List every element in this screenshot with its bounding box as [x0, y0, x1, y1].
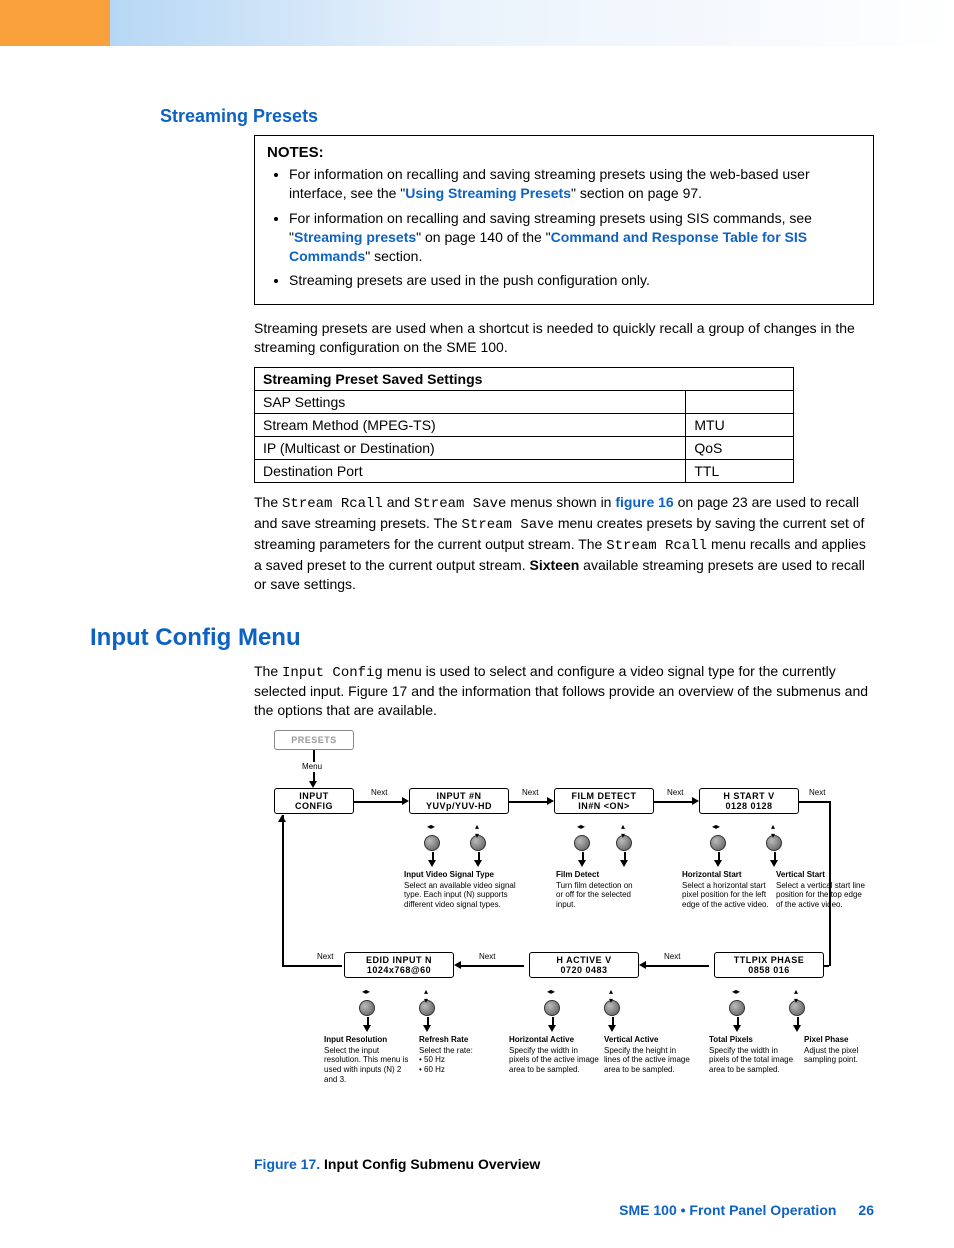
input-config-heading: Input Config Menu — [90, 624, 874, 652]
edid-input-box: EDID INPUT N1024x768@60 — [344, 952, 454, 978]
next-label: Next — [522, 788, 538, 797]
notes-box: NOTES: For information on recalling and … — [254, 135, 874, 305]
note-text: " section on page 97. — [571, 185, 702, 201]
note-text: " on page 140 of the " — [416, 229, 551, 245]
desc-refresh-rate: Refresh RateSelect the rate:• 50 Hz• 60 … — [419, 1035, 499, 1074]
paragraph: The Stream Rcall and Stream Save menus s… — [254, 493, 874, 593]
table-header: Streaming Preset Saved Settings — [255, 368, 794, 391]
table-row: Stream Method (MPEG-TS)MTU — [255, 414, 794, 437]
paragraph: Streaming presets are used when a shortc… — [254, 319, 874, 357]
next-label: Next — [371, 788, 387, 797]
desc-h-active: Horizontal ActiveSpecify the width in pi… — [509, 1035, 599, 1074]
note-item: For information on recalling and saving … — [289, 209, 861, 266]
streaming-presets-heading: Streaming Presets — [160, 106, 874, 127]
input-n-box: INPUT #NYUVp/YUV-HD — [409, 788, 509, 814]
desc-total-pixels: Total PixelsSpecify the width in pixels … — [709, 1035, 799, 1074]
next-label: Next — [809, 788, 825, 797]
note-text: " section. — [365, 248, 422, 264]
presets-box: PRESETS — [274, 730, 354, 750]
link-streaming-presets[interactable]: Streaming presets — [294, 229, 416, 245]
note-item: For information on recalling and saving … — [289, 165, 861, 203]
page-content: Streaming Presets NOTES: For information… — [0, 46, 954, 1248]
knob-icon — [710, 835, 726, 851]
top-bar — [0, 0, 954, 46]
desc-input-video-signal: Input Video Signal TypeSelect an availab… — [404, 870, 524, 909]
film-detect-box: FILM DETECTIN#N <ON> — [554, 788, 654, 814]
next-label: Next — [664, 952, 680, 961]
next-label: Next — [317, 952, 333, 961]
desc-input-resolution: Input ResolutionSelect the input resolut… — [324, 1035, 414, 1084]
paragraph: The Input Config menu is used to select … — [254, 662, 874, 721]
menu-label: Menu — [302, 762, 322, 771]
link-figure-16[interactable]: figure 16 — [615, 494, 673, 510]
link-using-streaming-presets[interactable]: Using Streaming Presets — [405, 185, 571, 201]
table-row: IP (Multicast or Destination)QoS — [255, 437, 794, 460]
orange-stripe — [0, 0, 110, 46]
settings-table: Streaming Preset Saved Settings SAP Sett… — [254, 367, 794, 483]
knob-icon — [729, 1000, 745, 1016]
desc-v-start: Vertical StartSelect a vertical start li… — [776, 870, 866, 909]
knob-icon — [424, 835, 440, 851]
input-config-diagram: PRESETS Menu INPUTCONFIG INPUT #NYUVp/YU… — [254, 730, 894, 1150]
input-config-box: INPUTCONFIG — [274, 788, 354, 814]
notes-heading: NOTES: — [267, 144, 861, 161]
knob-icon — [544, 1000, 560, 1016]
desc-v-active: Vertical ActiveSpecify the height in lin… — [604, 1035, 694, 1074]
desc-film-detect: Film DetectTurn film detection on or off… — [556, 870, 636, 909]
next-label: Next — [479, 952, 495, 961]
h-start-v-box: H START V0128 0128 — [699, 788, 799, 814]
blue-gradient — [110, 0, 954, 46]
ttlpix-phase-box: TTLPIX PHASE0858 016 — [714, 952, 824, 978]
note-item: Streaming presets are used in the push c… — [289, 271, 861, 290]
desc-h-start: Horizontal StartSelect a horizontal star… — [682, 870, 772, 909]
desc-pixel-phase: Pixel PhaseAdjust the pixel sampling poi… — [804, 1035, 884, 1065]
next-label: Next — [667, 788, 683, 797]
h-active-v-box: H ACTIVE V0720 0483 — [529, 952, 639, 978]
table-row: Destination PortTTL — [255, 460, 794, 483]
knob-icon — [359, 1000, 375, 1016]
figure-caption: Figure 17. Input Config Submenu Overview — [254, 1156, 874, 1172]
page-footer: SME 100 • Front Panel Operation26 — [160, 1202, 874, 1218]
knob-icon — [574, 835, 590, 851]
table-row: SAP Settings — [255, 391, 794, 414]
